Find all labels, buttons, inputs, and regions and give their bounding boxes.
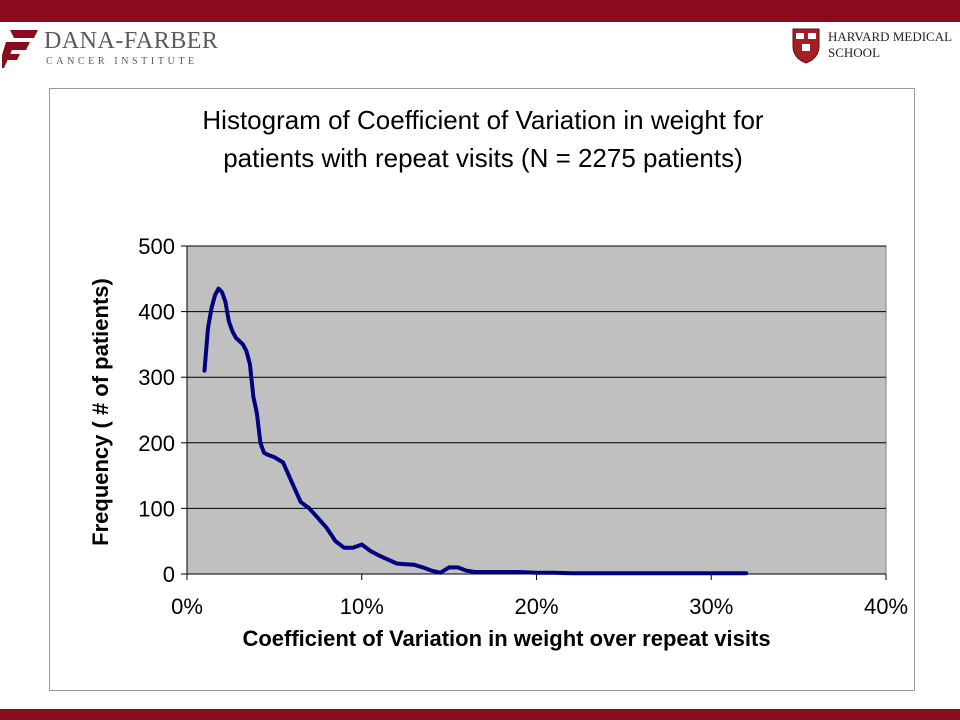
y-tick-label: 400: [138, 300, 175, 325]
series-line: [202, 286, 749, 576]
top-brand-bar-fill: [0, 0, 960, 22]
y-tick-label: 200: [138, 431, 175, 456]
y-tick-label: 0: [163, 562, 175, 587]
dfci-f-icon: [2, 30, 38, 68]
x-tick-label: 30%: [689, 594, 733, 619]
plot-area: [186, 245, 887, 575]
x-tick-label: 0%: [171, 594, 203, 619]
hms-line-1: HARVARD MEDICAL: [828, 29, 953, 44]
x-axis-label: Coefficient of Variation in weight over …: [242, 626, 770, 651]
x-tick-label: 10%: [340, 594, 384, 619]
y-tick-label: 300: [138, 365, 175, 390]
x-tick-label: 40%: [864, 594, 908, 619]
y-tick-label: 500: [138, 234, 175, 259]
chart-title-line-1: Histogram of Coefficient of Variation in…: [202, 105, 764, 135]
y-axis-label: Frequency ( # of patients): [88, 278, 113, 546]
dana-farber-logo: DANA-FARBER CANCER INSTITUTE: [2, 26, 218, 70]
bottom-brand-bar: [0, 709, 960, 720]
harvard-medical-school-logo: HARVARD MEDICAL SCHOOL: [792, 28, 958, 68]
dfci-subtitle: CANCER INSTITUTE: [46, 56, 198, 67]
chart-title-line-2: patients with repeat visits (N = 2275 pa…: [223, 143, 743, 173]
y-tick-label: 100: [138, 496, 175, 521]
histogram-chart: 0 100 200 300 400 500 0% 10% 20% 30% 40% Coefficien…: [88, 234, 908, 651]
chart-title: Histogram of Coefficient of Variation in…: [50, 101, 916, 177]
top-brand-bar: [0, 0, 960, 22]
chart-frame: Histogram of Coefficient of Variation in…: [49, 88, 915, 691]
veritas-shield-icon: [792, 28, 820, 64]
hms-name: HARVARD MEDICAL SCHOOL: [828, 29, 952, 61]
bottom-brand-bar-fill: [0, 709, 960, 720]
hms-line-2: SCHOOL: [828, 45, 881, 60]
dfci-name: DANA-FARBER: [44, 28, 219, 54]
x-tick-label: 20%: [514, 594, 558, 619]
